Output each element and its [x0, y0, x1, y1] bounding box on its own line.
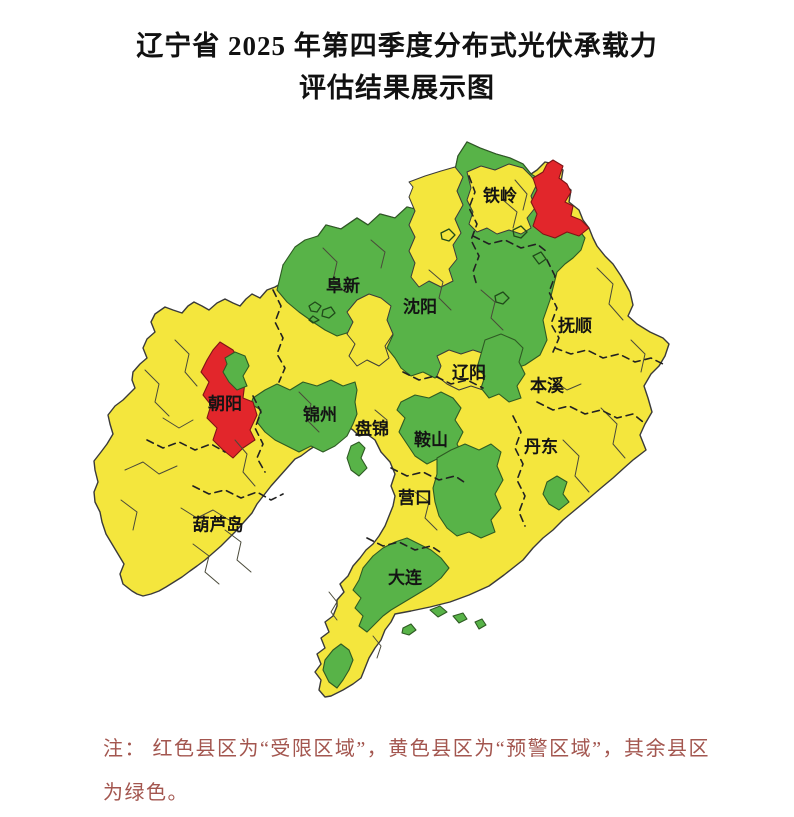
yellow-region-tieling-city — [466, 163, 538, 235]
county-border — [234, 439, 256, 487]
county-border — [600, 407, 626, 459]
city-label-本溪: 本溪 — [530, 376, 565, 396]
city-label-丹东: 丹东 — [524, 437, 558, 457]
county-border — [428, 269, 452, 311]
page-title-line2: 评估结果展示图 — [299, 72, 495, 103]
map-container: 铁岭阜新沈阳抚顺辽阳本溪朝阳锦州 盘锦鞍山 丹东营口葫芦岛大连 — [85, 140, 685, 700]
county-border — [370, 239, 386, 269]
prefecture-border — [536, 401, 644, 423]
city-label-朝阳: 朝阳 — [208, 394, 242, 414]
county-border — [514, 179, 528, 211]
green-region-lvshun-tip — [322, 643, 354, 689]
legend-note: 注： 红色县区为“受限区域”，黄色县区为“预警区域”，其余县区 为绿色。 — [103, 727, 733, 815]
county-border — [192, 543, 220, 585]
county-border — [630, 339, 646, 373]
green-region-fushun-west — [476, 333, 526, 403]
county-border — [374, 409, 388, 435]
county-border — [322, 247, 346, 293]
green-region-chaoyang-side — [222, 351, 250, 391]
red-region-northeast — [530, 159, 590, 239]
county-border — [144, 369, 170, 417]
city-label-铁岭: 铁岭 — [483, 186, 517, 206]
green-region-dalian — [352, 537, 450, 633]
prefecture-border — [546, 259, 560, 353]
district-enclave — [321, 306, 336, 319]
county-border — [414, 491, 438, 531]
yellow-region-xinmin — [346, 293, 394, 367]
county-border — [552, 379, 582, 391]
county-border — [502, 199, 518, 229]
prefecture-border — [512, 415, 526, 527]
prefecture-border — [468, 175, 480, 287]
district-enclave — [308, 301, 322, 313]
county-border — [480, 289, 504, 331]
green-region-panjin-coast — [346, 441, 368, 477]
city-label-抚顺: 抚顺 — [558, 316, 592, 336]
city-label-沈阳: 沈阳 — [403, 297, 437, 317]
city-label-盘锦: 盘锦 — [355, 419, 389, 439]
prefecture-border — [366, 537, 444, 555]
county-border — [328, 591, 338, 621]
prefecture-border — [402, 371, 484, 389]
prefecture-border — [252, 395, 266, 473]
legend-note-line1: 注： 红色县区为“受限区域”，黄色县区为“预警区域”，其余县区 — [103, 738, 711, 760]
county-border — [174, 339, 198, 387]
city-label-葫芦岛: 葫芦岛 — [193, 515, 244, 535]
prefecture-border — [472, 235, 548, 253]
district-enclave — [512, 225, 528, 239]
page-title-line1: 辽宁省 2025 年第四季度分布式光伏承载力 — [136, 31, 658, 61]
county-border — [596, 267, 624, 321]
island — [474, 618, 487, 630]
county-border — [120, 499, 138, 531]
city-label-阜新: 阜新 — [326, 276, 360, 296]
city-label-锦州: 锦州 — [303, 405, 337, 425]
district-enclave — [308, 315, 320, 324]
city-label-鞍山: 鞍山 — [414, 430, 448, 450]
district-enclave — [440, 228, 456, 242]
county-border — [162, 417, 194, 429]
prefecture-border — [146, 439, 226, 453]
county-border — [124, 461, 178, 475]
island — [401, 623, 417, 636]
page-title: 辽宁省 2025 年第四季度分布式光伏承载力 评估结果展示图 — [0, 26, 794, 110]
green-region-xiuyan — [432, 443, 504, 539]
green-region-dandong-coast — [542, 475, 570, 511]
county-border — [372, 635, 382, 659]
yellow-region-kangping-faku — [408, 166, 464, 288]
island — [429, 605, 448, 618]
prefecture-border — [272, 289, 286, 383]
county-border — [562, 439, 590, 493]
prefecture-border — [390, 467, 468, 485]
green-region-jinzhou — [250, 379, 358, 453]
city-label-营口: 营口 — [398, 488, 432, 508]
city-label-大连: 大连 — [388, 568, 423, 588]
district-enclave — [494, 291, 510, 305]
prefecture-border — [554, 347, 664, 365]
city-label-辽阳: 辽阳 — [452, 364, 486, 383]
prefecture-border — [192, 485, 284, 501]
county-border — [298, 391, 320, 433]
island — [452, 612, 468, 624]
county-border — [180, 507, 230, 521]
county-border — [224, 529, 252, 573]
district-enclave — [532, 251, 547, 265]
legend-note-line2: 为绿色。 — [103, 782, 189, 804]
